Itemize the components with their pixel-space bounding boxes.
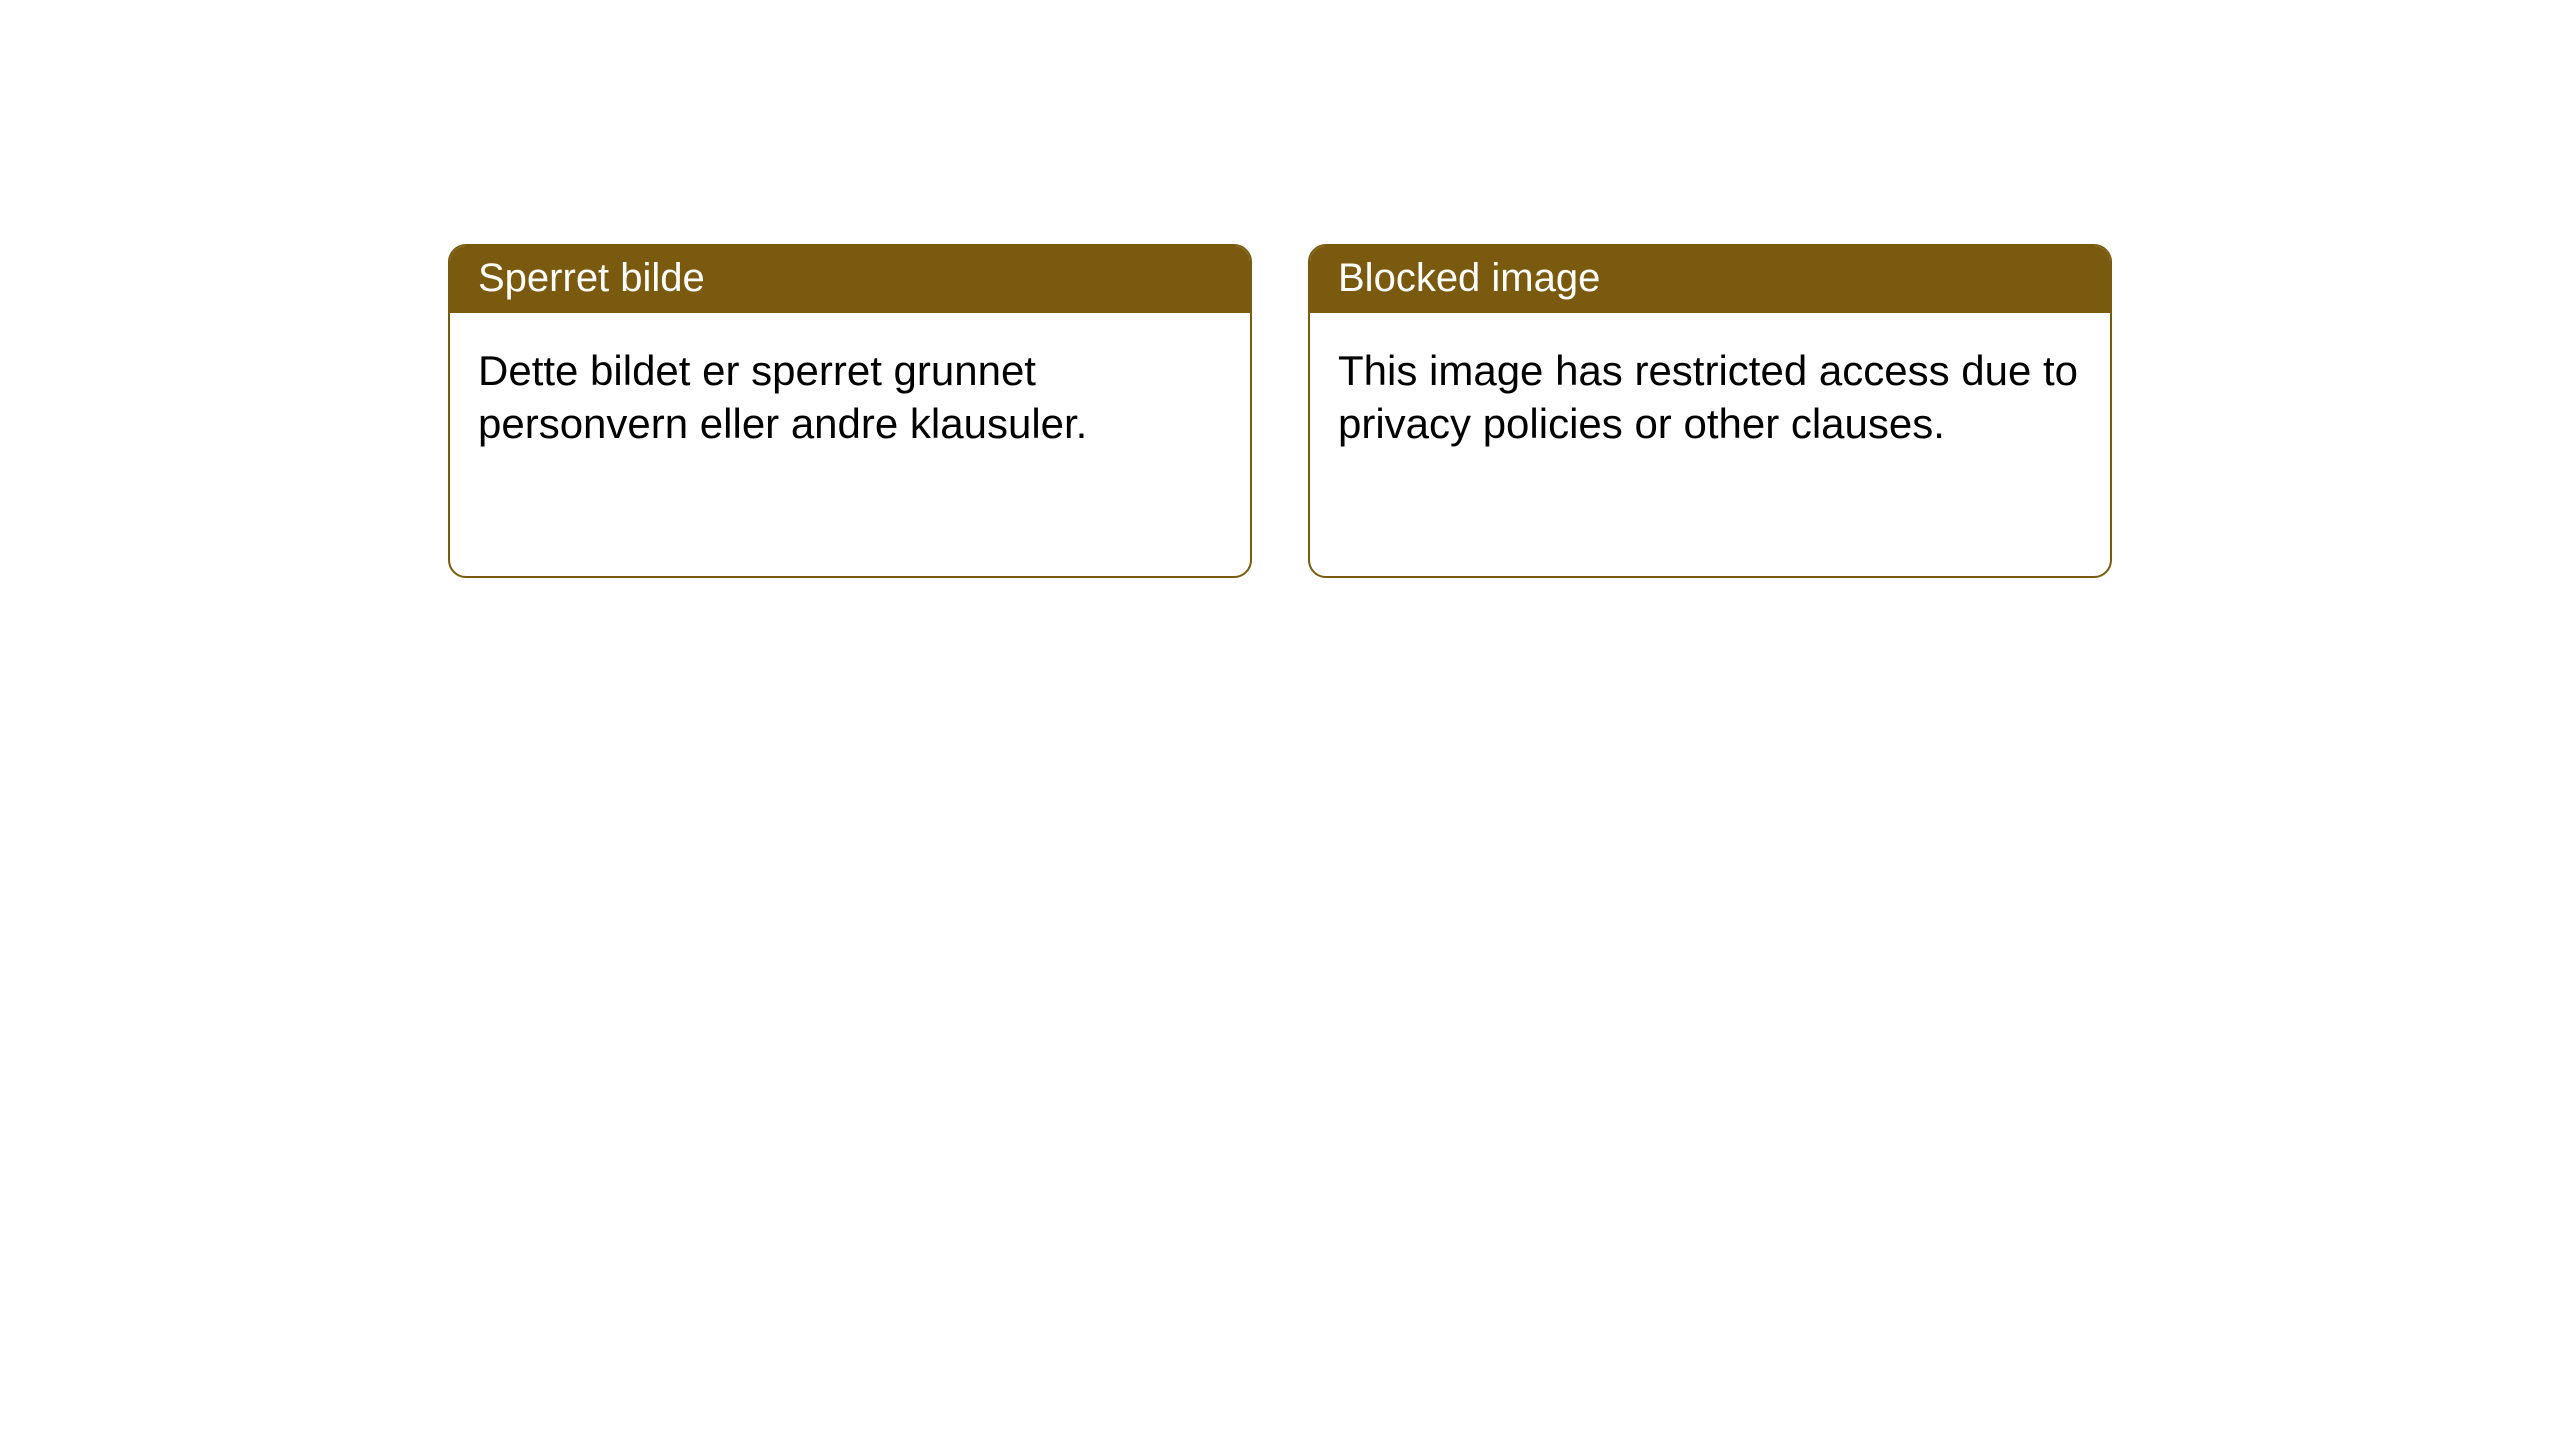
card-header-no: Sperret bilde: [450, 246, 1250, 313]
blocked-image-card-no: Sperret bilde Dette bildet er sperret gr…: [448, 244, 1252, 578]
blocked-image-card-en: Blocked image This image has restricted …: [1308, 244, 2112, 578]
notice-container: Sperret bilde Dette bildet er sperret gr…: [0, 0, 2560, 578]
card-header-en: Blocked image: [1310, 246, 2110, 313]
card-body-en: This image has restricted access due to …: [1310, 313, 2110, 478]
card-body-no: Dette bildet er sperret grunnet personve…: [450, 313, 1250, 478]
